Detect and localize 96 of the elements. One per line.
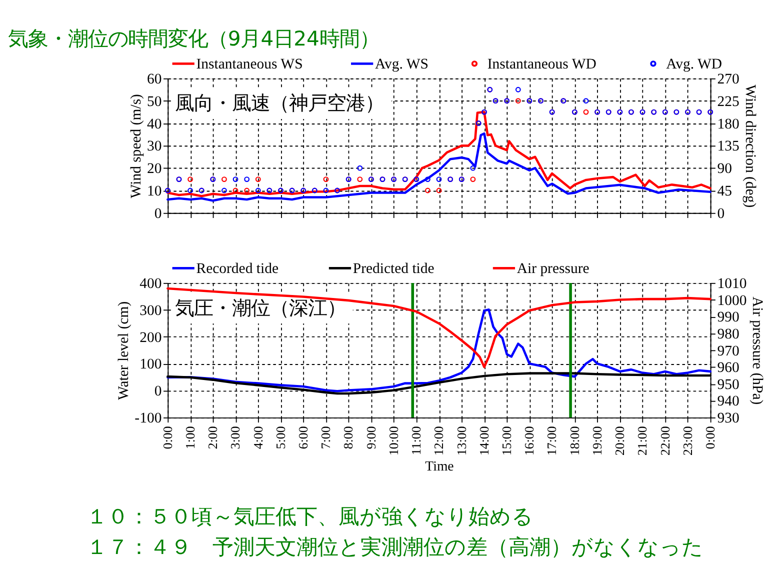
point <box>323 188 329 194</box>
x-tick-label: 6:00 <box>296 426 310 450</box>
point <box>255 188 261 194</box>
x-tick-label: 9:00 <box>364 426 378 450</box>
chart-title: 気象・潮位の時間変化（9月4日24時間） <box>8 26 380 51</box>
legend-label: Recorded tide <box>196 260 279 277</box>
y-tick-label: 50 <box>146 94 162 110</box>
y-tick-label: 10 <box>146 184 162 200</box>
x-tick-label: 18:00 <box>568 426 582 456</box>
text: １７：４９ 予測天文潮位と実測潮位の差（高潮）がなくなった <box>86 534 704 559</box>
legend-label: Avg. WS <box>374 56 428 72</box>
x-tick-label: 23:00 <box>680 426 695 456</box>
x-tick-label: 19:00 <box>590 426 604 456</box>
y2-tick-label: 960 <box>717 360 740 376</box>
x-tick-label: 0:00 <box>160 426 175 450</box>
x-tick-label: 3:00 <box>228 426 243 450</box>
point <box>255 176 261 182</box>
x-axis-title: Time <box>425 458 454 474</box>
y2-tick-label: 980 <box>717 326 740 342</box>
y-axis-title: Water level (cm) <box>116 301 132 400</box>
y2-tick-label: 970 <box>717 343 740 360</box>
y2-tick-label: 990 <box>717 310 740 326</box>
x-tick-label: 5:00 <box>274 426 288 450</box>
line-series <box>166 132 712 202</box>
y2-tick-label: 180 <box>717 116 740 132</box>
point <box>357 165 363 171</box>
point <box>424 188 430 194</box>
y2-tick-label: 940 <box>717 394 740 410</box>
text: １０：５０頃～気圧低下、風が強くなり始める <box>86 503 534 528</box>
y2-axis-title: Wind direction (deg) <box>742 84 758 208</box>
point <box>436 188 442 194</box>
point <box>244 176 250 182</box>
point <box>470 176 476 182</box>
x-tick-label: 12:00 <box>432 426 446 456</box>
point <box>357 176 363 182</box>
y-tick-label: 400 <box>140 276 162 292</box>
y-tick-label: 0 <box>154 206 162 222</box>
point <box>515 98 521 104</box>
y2-axis-title: Air pressure (hPa) <box>749 296 766 405</box>
annotation: 風向・風速（神戸空港） <box>175 92 384 115</box>
x-tick-label: 20:00 <box>613 426 628 456</box>
x-tick-label: 1:00 <box>183 426 198 450</box>
point <box>424 176 430 182</box>
point <box>188 176 194 182</box>
annotation: 気圧・潮位（深江） <box>175 296 346 320</box>
legend-label: Instantaneous WD <box>487 56 597 72</box>
legend-label: Predicted tide <box>352 260 435 277</box>
x-tick-label: 11:00 <box>410 426 424 456</box>
x-tick-label: 0:00 <box>703 426 718 450</box>
y-tick-label: 100 <box>140 356 162 373</box>
y2-tick-label: 270 <box>717 71 740 88</box>
y2-tick-label: 90 <box>717 161 732 178</box>
legend-label: Avg. WD <box>666 56 722 72</box>
point <box>470 165 476 171</box>
point <box>244 188 250 194</box>
x-tick-label: 4:00 <box>251 426 266 450</box>
y-tick-label: 300 <box>140 302 162 319</box>
y2-tick-label: 45 <box>717 184 732 200</box>
point <box>221 176 227 182</box>
y2-tick-label: 1000 <box>717 292 747 309</box>
point <box>221 188 227 194</box>
y-axis-title: Wind speed (m/s) <box>128 94 145 198</box>
x-tick-label: 2:00 <box>206 426 220 450</box>
y-tick-label: -100 <box>134 410 162 427</box>
point <box>323 176 329 182</box>
x-tick-label: 7:00 <box>319 426 334 450</box>
point <box>232 176 238 182</box>
point <box>583 98 589 104</box>
y2-tick-label: 135 <box>717 138 740 155</box>
line-series <box>166 287 712 368</box>
x-tick-label: 8:00 <box>342 426 356 450</box>
y-tick-label: 30 <box>146 138 162 155</box>
y-tick-label: 200 <box>140 330 162 346</box>
y2-tick-label: 1010 <box>717 276 747 292</box>
x-tick-label: 13:00 <box>454 426 469 456</box>
x-tick-label: 22:00 <box>658 426 672 456</box>
y2-tick-label: 225 <box>717 94 740 110</box>
y2-tick-label: 950 <box>717 376 740 393</box>
x-tick-label: 15:00 <box>500 426 514 456</box>
x-tick-label: 16:00 <box>522 426 537 456</box>
y2-tick-label: 930 <box>717 410 740 427</box>
y-tick-label: 40 <box>146 116 162 132</box>
y2-tick-label: 0 <box>717 206 725 222</box>
y-tick-label: 20 <box>146 161 162 178</box>
y-tick-label: 0 <box>154 384 162 400</box>
point <box>515 86 521 92</box>
point <box>436 176 442 182</box>
x-tick-label: 14:00 <box>477 426 492 456</box>
legend-label: Air pressure <box>516 260 590 277</box>
point <box>583 109 589 115</box>
x-tick-label: 21:00 <box>636 426 650 456</box>
y-tick-label: 60 <box>146 71 162 88</box>
x-tick-label: 17:00 <box>545 426 560 456</box>
legend-label: Instantaneous WS <box>196 56 303 72</box>
point <box>188 188 194 194</box>
x-tick-label: 10:00 <box>386 426 401 456</box>
